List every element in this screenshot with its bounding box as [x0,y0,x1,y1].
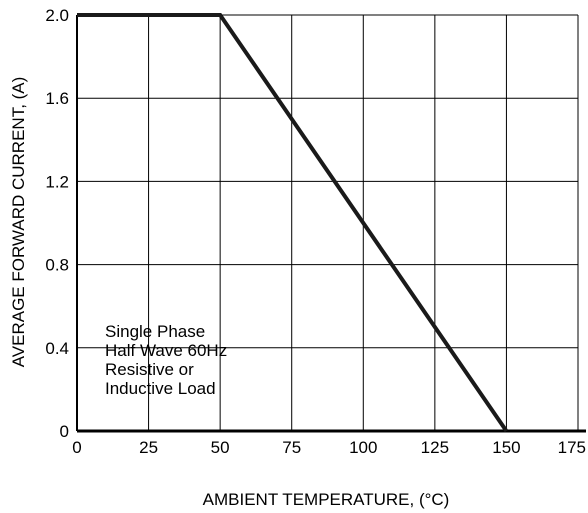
y-tick-label: 0.8 [45,256,69,275]
y-tick-label: 1.2 [45,172,69,191]
x-tick-label: 175 [558,438,586,457]
y-tick-labels: 0 0.4 0.8 1.2 1.6 2.0 [45,6,69,441]
series-line [77,13,509,433]
annotation-line-3: Resistive or [105,360,194,379]
y-tick-label: 2.0 [45,6,69,25]
x-axis-label: AMBIENT TEMPERATURE, (°C) [203,490,450,509]
x-tick-label: 0 [72,438,81,457]
x-tick-label: 50 [211,438,230,457]
x-tick-label: 150 [492,438,520,457]
x-tick-label: 100 [349,438,377,457]
annotation-line-1: Single Phase [105,322,205,341]
x-tick-label: 25 [139,438,158,457]
y-axis-label: AVERAGE FORWARD CURRENT, (A) [9,77,28,368]
plot-frame [76,15,586,433]
x-tick-label: 125 [421,438,449,457]
y-tick-label: 1.6 [45,89,69,108]
annotation-line-4: Inductive Load [105,379,216,398]
y-tick-label: 0.4 [45,339,69,358]
annotation: Single Phase Half Wave 60Hz Resistive or… [105,322,227,398]
x-tick-label: 75 [282,438,301,457]
y-tick-label: 0 [60,422,69,441]
annotation-line-2: Half Wave 60Hz [105,341,227,360]
x-tick-labels: 0 25 50 75 100 125 150 175 [72,438,586,457]
series-lines [77,13,509,433]
